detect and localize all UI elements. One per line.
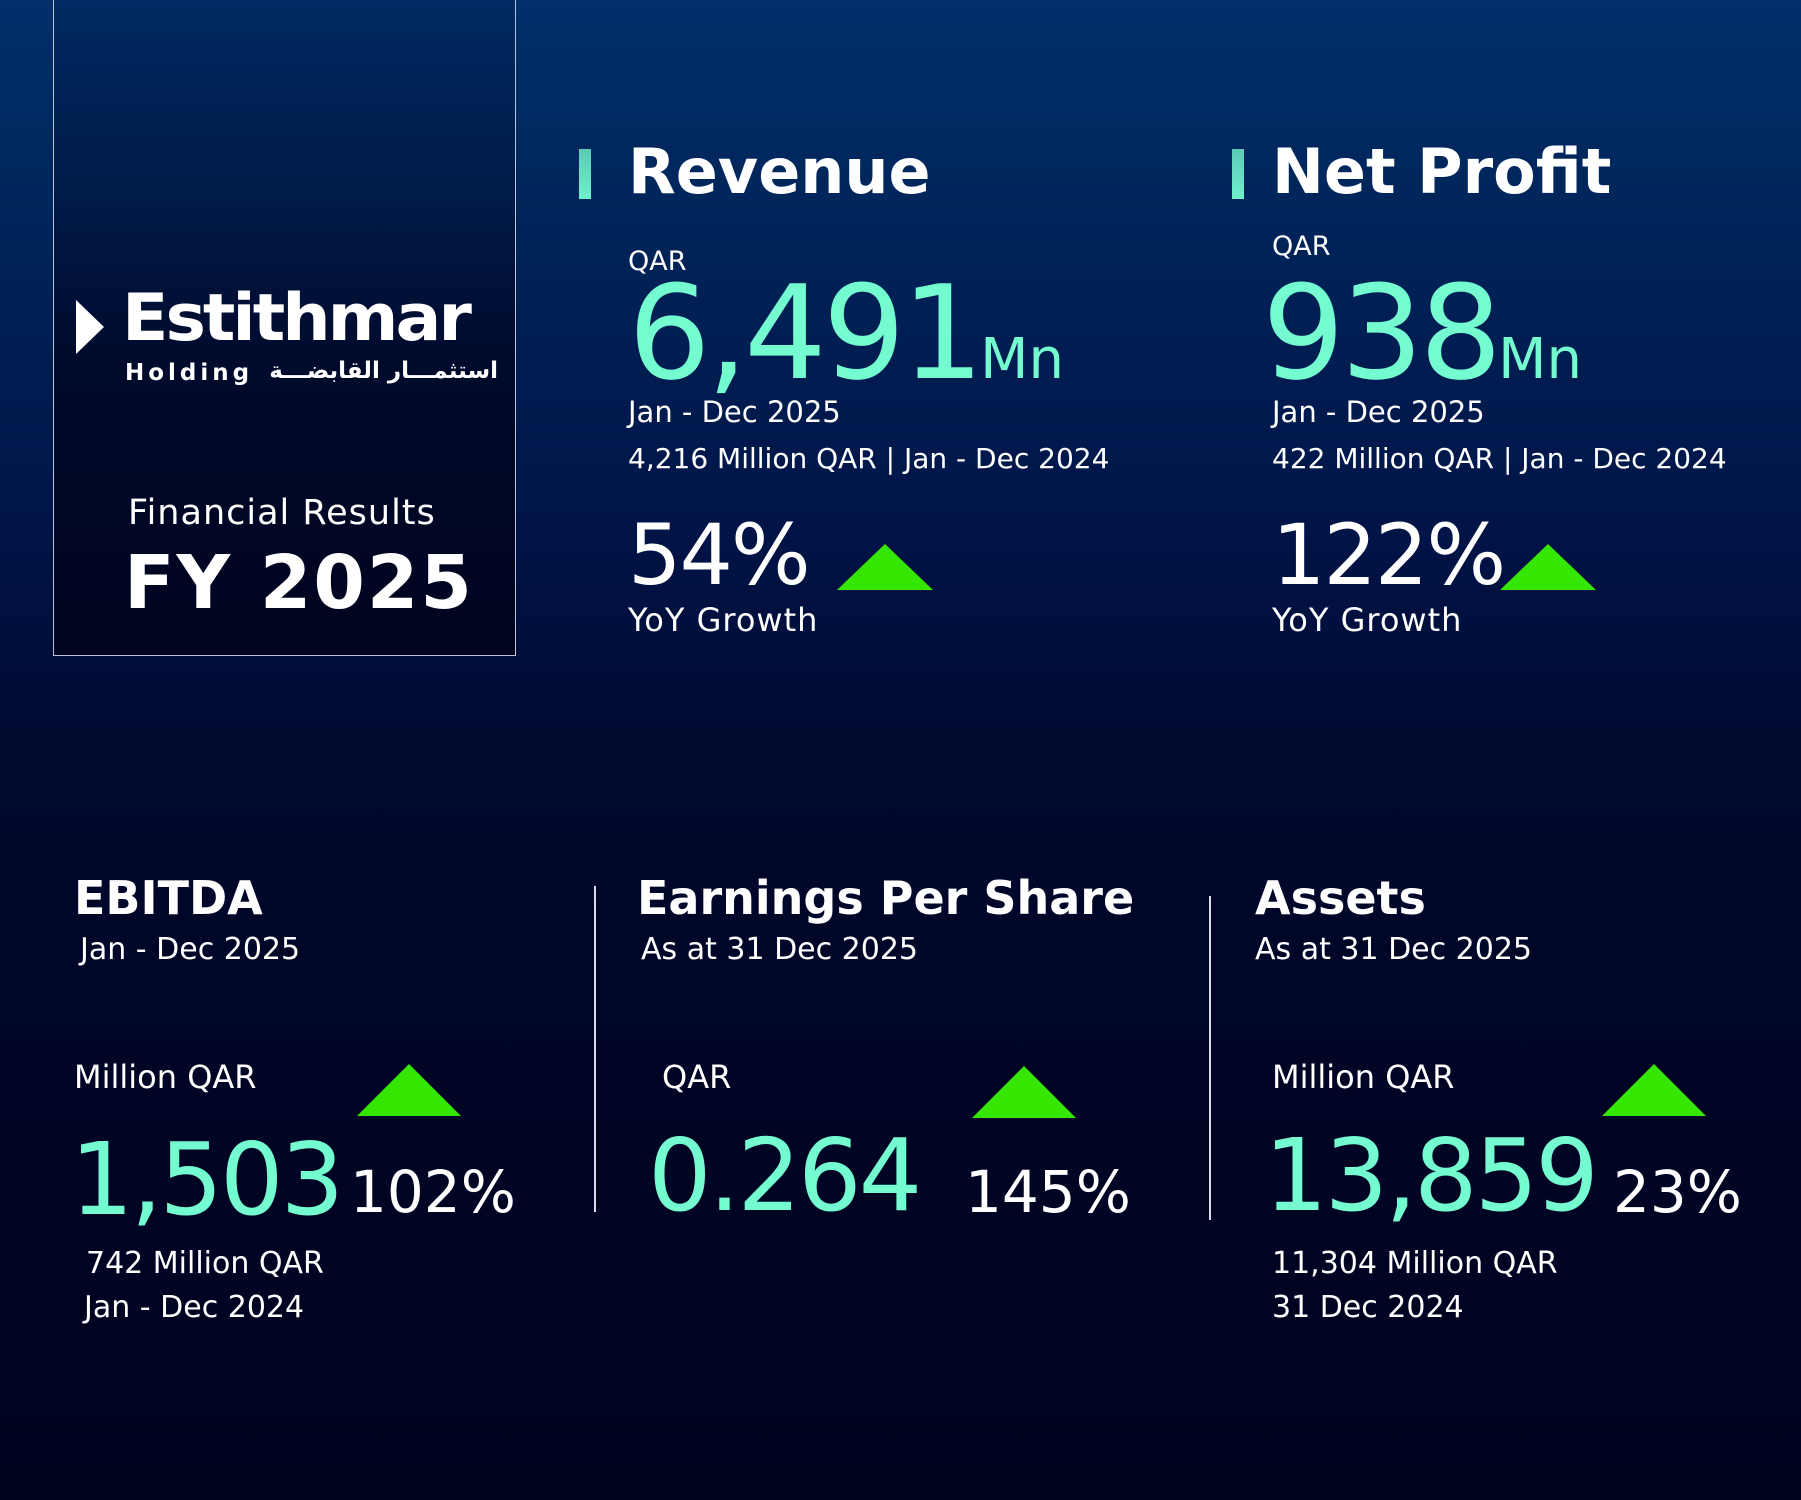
- assets-up-triangle-icon: [1602, 1064, 1706, 1116]
- brand-name: Estithmar: [122, 281, 472, 357]
- eps-growth: 145%: [965, 1158, 1131, 1226]
- brand-sub-english: Holding: [125, 360, 254, 386]
- net-profit-value-group: 938Mn: [1262, 268, 1582, 398]
- revenue-growth: 54%: [628, 506, 811, 604]
- ebitda-growth: 102%: [350, 1158, 516, 1226]
- assets-unit: Million QAR: [1272, 1058, 1455, 1096]
- eps-period: As at 31 Dec 2025: [641, 932, 919, 967]
- ebitda-prior-period: Jan - Dec 2024: [84, 1290, 305, 1325]
- revenue-value-group: 6,491Mn: [628, 268, 1064, 398]
- assets-title: Assets: [1255, 871, 1426, 925]
- net-profit-prior: 422 Million QAR | Jan - Dec 2024: [1272, 442, 1727, 475]
- revenue-unit: Mn: [980, 327, 1064, 392]
- net-profit-up-triangle-icon: [1500, 544, 1596, 590]
- net-profit-unit: Mn: [1498, 327, 1582, 392]
- net-profit-growth-label: YoY Growth: [1272, 601, 1463, 639]
- logo-panel: [53, 0, 516, 656]
- logo-arrow-icon: [76, 300, 104, 354]
- ebitda-unit: Million QAR: [74, 1058, 257, 1096]
- net-profit-currency: QAR: [1272, 231, 1331, 262]
- assets-value: 13,859: [1264, 1117, 1599, 1234]
- revenue-period: Jan - Dec 2025: [628, 395, 841, 429]
- ebitda-prior-value: 742 Million QAR: [86, 1246, 324, 1281]
- revenue-accent-bar: [579, 149, 591, 199]
- assets-prior-value: 11,304 Million QAR: [1272, 1246, 1558, 1281]
- revenue-up-triangle-icon: [837, 544, 933, 590]
- ebitda-value: 1,503: [70, 1121, 344, 1238]
- revenue-title: Revenue: [628, 135, 931, 208]
- ebitda-title: EBITDA: [74, 871, 263, 925]
- ebitda-up-triangle-icon: [357, 1064, 461, 1116]
- assets-growth: 23%: [1613, 1158, 1742, 1226]
- revenue-prior: 4,216 Million QAR | Jan - Dec 2024: [628, 442, 1110, 475]
- brand-sub-arabic: استثمـــار القابضـــة: [269, 358, 498, 384]
- eps-unit: QAR: [662, 1058, 732, 1096]
- revenue-growth-label: YoY Growth: [628, 601, 819, 639]
- assets-prior-period: 31 Dec 2024: [1272, 1290, 1464, 1325]
- net-profit-period: Jan - Dec 2025: [1272, 395, 1485, 429]
- report-label: Financial Results: [128, 493, 436, 533]
- eps-up-triangle-icon: [972, 1066, 1076, 1118]
- divider-right: [1209, 896, 1211, 1220]
- revenue-currency: QAR: [628, 246, 687, 277]
- ebitda-period: Jan - Dec 2025: [80, 932, 301, 967]
- net-profit-growth: 122%: [1272, 506, 1506, 604]
- report-period: FY 2025: [124, 540, 474, 626]
- net-profit-value: 938: [1262, 257, 1502, 409]
- net-profit-accent-bar: [1232, 149, 1244, 199]
- assets-period: As at 31 Dec 2025: [1255, 932, 1533, 967]
- divider-left: [594, 886, 596, 1212]
- net-profit-title: Net Profit: [1272, 135, 1612, 208]
- eps-value: 0.264: [648, 1117, 922, 1234]
- eps-title: Earnings Per Share: [637, 871, 1135, 925]
- revenue-value: 6,491: [628, 257, 984, 409]
